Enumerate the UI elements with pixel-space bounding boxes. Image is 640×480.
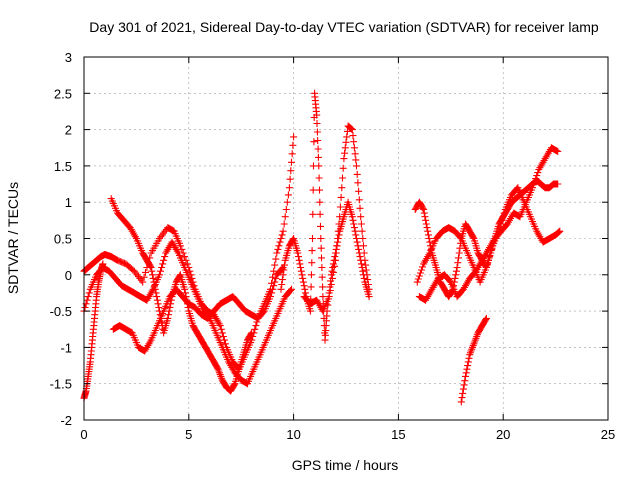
x-tick-label: 0 (80, 427, 87, 442)
x-tick-label: 5 (185, 427, 192, 442)
y-tick-label: 0.5 (54, 232, 72, 247)
x-axis-label: GPS time / hours (292, 457, 399, 473)
series-track-7 (300, 122, 373, 315)
data-points (80, 89, 564, 406)
y-tick-label: 0 (65, 268, 72, 283)
series-track-10 (415, 144, 562, 304)
x-tick-label: 10 (286, 427, 300, 442)
y-tick-label: 1.5 (54, 159, 72, 174)
point-markers (300, 122, 373, 315)
point-markers (457, 314, 490, 406)
y-tick-label: -1 (60, 340, 72, 355)
series-track-5 (109, 264, 287, 355)
x-tick-label: 15 (391, 427, 405, 442)
y-tick-label: 2 (65, 123, 72, 138)
y-axis-label: SDTVAR / TECUs (5, 182, 21, 294)
series-track-4 (107, 195, 256, 395)
y-tick-label: 1 (65, 195, 72, 210)
y-tick-label: 3 (65, 50, 72, 65)
series-track-11 (457, 314, 490, 406)
x-tick-label: 25 (601, 427, 615, 442)
y-tick-label: -1.5 (50, 377, 72, 392)
axis-ticks: 0 5 10 15 20 25 -2 -1.5 -1 -0.5 0 0.5 1 1.5 2 2.5 3 (50, 50, 616, 442)
point-markers (109, 264, 287, 355)
x-tick-label: 20 (496, 427, 510, 442)
y-tick-label: 2.5 (54, 86, 72, 101)
chart-title: Day 301 of 2021, Sidereal Day-to-day VTE… (89, 19, 599, 35)
y-tick-label: -0.5 (50, 304, 72, 319)
point-markers (107, 195, 256, 395)
point-markers (415, 144, 562, 304)
y-tick-label: -2 (60, 413, 72, 428)
